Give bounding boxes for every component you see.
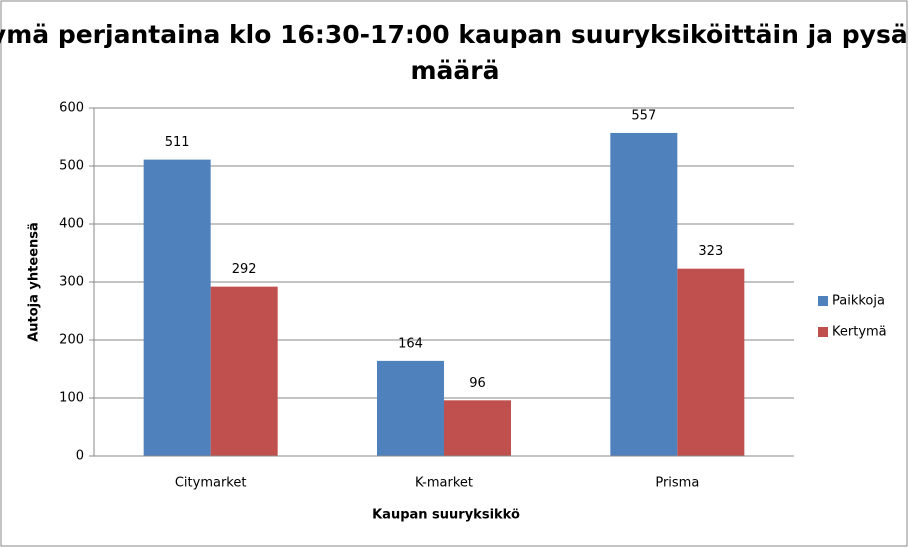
x-tick-label: K-market	[415, 476, 473, 491]
data-label: 292	[232, 262, 257, 277]
legend-swatch	[818, 296, 828, 306]
y-tick-label: 600	[59, 101, 84, 116]
data-label: 323	[698, 244, 723, 259]
data-label: 511	[165, 135, 190, 150]
x-tick-label: Citymarket	[175, 476, 247, 491]
legend-label: Paikkoja	[832, 294, 885, 309]
legend-swatch	[818, 327, 828, 337]
bar	[143, 159, 211, 456]
y-tick-label: 300	[59, 275, 84, 290]
y-tick-label: 200	[59, 333, 84, 348]
data-label: 557	[631, 108, 656, 123]
x-tick-label: Prisma	[655, 476, 699, 491]
data-label: 164	[398, 336, 423, 351]
x-axis-label: Kaupan suuryksikkö	[372, 508, 520, 523]
legend-label: Kertymä	[832, 325, 887, 340]
y-tick-label: 0	[76, 449, 84, 464]
y-tick-label: 400	[59, 217, 84, 232]
y-tick-label: 100	[59, 391, 84, 406]
bar	[210, 286, 278, 456]
y-axis-label: Autoja yhteensä	[27, 222, 42, 342]
bar	[677, 268, 745, 456]
data-label: 96	[469, 376, 486, 391]
chart-title: Pysäköintikertymä perjantaina klo 16:30-…	[0, 20, 909, 85]
bar	[610, 132, 678, 456]
y-tick-label: 500	[59, 159, 84, 174]
bar	[444, 400, 511, 456]
bar	[377, 360, 444, 456]
